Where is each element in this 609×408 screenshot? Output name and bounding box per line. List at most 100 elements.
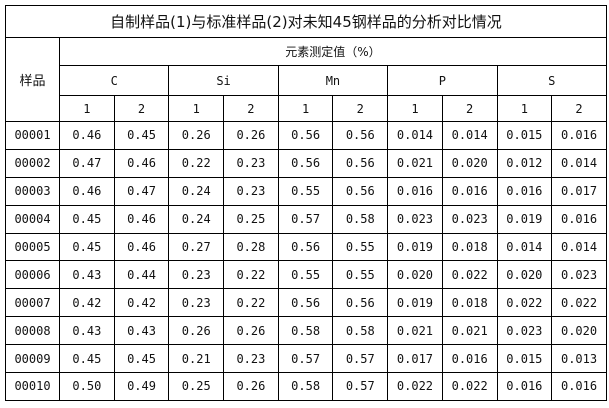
sample-id-cell: 00010 bbox=[5, 372, 60, 401]
value-cell: 0.56 bbox=[277, 148, 334, 178]
value-cell: 0.46 bbox=[59, 121, 115, 150]
value-cell: 0.020 bbox=[551, 316, 607, 346]
value-cell: 0.46 bbox=[113, 232, 170, 262]
value-cell: 0.58 bbox=[332, 316, 389, 346]
value-cell: 0.47 bbox=[59, 148, 115, 178]
table-row: 00010 0.50 0.49 0.25 0.26 0.58 0.57 0.022 0.022 0… bbox=[5, 372, 607, 401]
sample-id-cell: 00003 bbox=[5, 176, 60, 206]
comparison-table: 自制样品(1)与标准样品(2)对未知45钢样品的分析对比情况 样品 元素测定值（… bbox=[5, 5, 607, 401]
value-cell: 0.017 bbox=[387, 344, 443, 374]
value-cell: 0.43 bbox=[113, 316, 170, 346]
value-cell: 0.58 bbox=[277, 316, 334, 346]
value-cell: 0.016 bbox=[496, 176, 553, 206]
table-row: 00001 0.46 0.45 0.26 0.26 0.56 0.56 0.014 0.014 0… bbox=[5, 121, 607, 150]
value-cell: 0.23 bbox=[168, 260, 225, 290]
value-cell: 0.44 bbox=[113, 260, 170, 290]
value-cell: 0.56 bbox=[332, 176, 389, 206]
value-cell: 0.23 bbox=[223, 344, 279, 374]
value-cell: 0.016 bbox=[441, 176, 498, 206]
value-cell: 0.022 bbox=[387, 372, 443, 401]
sample-index-header: 2 bbox=[551, 95, 607, 122]
value-cell: 0.016 bbox=[441, 344, 498, 374]
value-cell: 0.022 bbox=[551, 288, 607, 318]
value-cell: 0.47 bbox=[113, 176, 170, 206]
value-cell: 0.25 bbox=[168, 372, 225, 401]
value-cell: 0.46 bbox=[59, 176, 115, 206]
sample-id-cell: 00002 bbox=[5, 148, 60, 178]
value-cell: 0.55 bbox=[277, 260, 334, 290]
value-cell: 0.26 bbox=[223, 372, 279, 401]
table-row: 00004 0.45 0.46 0.24 0.25 0.57 0.58 0.023 0.023 0… bbox=[5, 204, 607, 234]
sample-id-cell: 00006 bbox=[5, 260, 60, 290]
value-cell: 0.21 bbox=[168, 344, 225, 374]
value-cell: 0.22 bbox=[223, 260, 279, 290]
value-cell: 0.45 bbox=[59, 232, 115, 262]
value-cell: 0.56 bbox=[277, 232, 334, 262]
sample-index-header: 1 bbox=[59, 95, 115, 122]
value-cell: 0.57 bbox=[277, 204, 334, 234]
value-cell: 0.023 bbox=[551, 260, 607, 290]
element-header: Mn bbox=[277, 65, 389, 96]
value-cell: 0.42 bbox=[113, 288, 170, 318]
table-row: 00008 0.43 0.43 0.26 0.26 0.58 0.58 0.021 0.021 0… bbox=[5, 316, 607, 346]
value-cell: 0.016 bbox=[387, 176, 443, 206]
table-row: 00003 0.46 0.47 0.24 0.23 0.55 0.56 0.016 0.016 0… bbox=[5, 176, 607, 206]
sample-id-cell: 00005 bbox=[5, 232, 60, 262]
sample-index-header: 2 bbox=[332, 95, 389, 122]
sample-id-cell: 00008 bbox=[5, 316, 60, 346]
value-cell: 0.23 bbox=[223, 176, 279, 206]
value-cell: 0.016 bbox=[551, 204, 607, 234]
table-row: 00002 0.47 0.46 0.22 0.23 0.56 0.56 0.021 0.020 0… bbox=[5, 148, 607, 178]
value-cell: 0.28 bbox=[223, 232, 279, 262]
value-cell: 0.014 bbox=[387, 121, 443, 150]
value-cell: 0.019 bbox=[387, 232, 443, 262]
sample-header: 样品 bbox=[5, 37, 60, 122]
table-row: 00009 0.45 0.45 0.21 0.23 0.57 0.57 0.017 0.016 0… bbox=[5, 344, 607, 374]
value-cell: 0.46 bbox=[113, 204, 170, 234]
value-cell: 0.023 bbox=[387, 204, 443, 234]
value-cell: 0.014 bbox=[551, 232, 607, 262]
sample-index-header: 1 bbox=[168, 95, 225, 122]
value-cell: 0.56 bbox=[332, 148, 389, 178]
sample-index-header: 2 bbox=[223, 95, 279, 122]
value-cell: 0.45 bbox=[113, 121, 170, 150]
value-cell: 0.022 bbox=[496, 288, 553, 318]
value-cell: 0.45 bbox=[59, 344, 115, 374]
group-header: 元素测定值（%） bbox=[59, 37, 607, 66]
value-cell: 0.56 bbox=[277, 121, 334, 150]
value-cell: 0.46 bbox=[113, 148, 170, 178]
table-title: 自制样品(1)与标准样品(2)对未知45钢样品的分析对比情况 bbox=[5, 5, 607, 38]
value-cell: 0.26 bbox=[168, 316, 225, 346]
value-cell: 0.22 bbox=[168, 148, 225, 178]
value-cell: 0.55 bbox=[277, 176, 334, 206]
value-cell: 0.45 bbox=[113, 344, 170, 374]
value-cell: 0.24 bbox=[168, 176, 225, 206]
value-cell: 0.56 bbox=[332, 288, 389, 318]
value-cell: 0.015 bbox=[496, 121, 553, 150]
value-cell: 0.016 bbox=[551, 372, 607, 401]
value-cell: 0.021 bbox=[387, 148, 443, 178]
value-cell: 0.020 bbox=[441, 148, 498, 178]
value-cell: 0.017 bbox=[551, 176, 607, 206]
value-cell: 0.56 bbox=[277, 288, 334, 318]
element-header: Si bbox=[168, 65, 279, 96]
value-cell: 0.26 bbox=[168, 121, 225, 150]
value-cell: 0.020 bbox=[496, 260, 553, 290]
value-cell: 0.24 bbox=[168, 204, 225, 234]
sample-index-header: 2 bbox=[113, 95, 170, 122]
sample-id-cell: 00009 bbox=[5, 344, 60, 374]
value-cell: 0.014 bbox=[551, 148, 607, 178]
element-header: S bbox=[496, 65, 607, 96]
sample-index-header: 2 bbox=[441, 95, 498, 122]
value-cell: 0.22 bbox=[223, 288, 279, 318]
sample-id-cell: 00001 bbox=[5, 121, 60, 150]
value-cell: 0.43 bbox=[59, 260, 115, 290]
value-cell: 0.57 bbox=[277, 344, 334, 374]
value-cell: 0.55 bbox=[332, 232, 389, 262]
table-row: 00006 0.43 0.44 0.23 0.22 0.55 0.55 0.020 0.022 0… bbox=[5, 260, 607, 290]
sample-index-header: 1 bbox=[496, 95, 553, 122]
value-cell: 0.23 bbox=[223, 148, 279, 178]
value-cell: 0.014 bbox=[441, 121, 498, 150]
value-cell: 0.23 bbox=[168, 288, 225, 318]
sample-id-cell: 00007 bbox=[5, 288, 60, 318]
